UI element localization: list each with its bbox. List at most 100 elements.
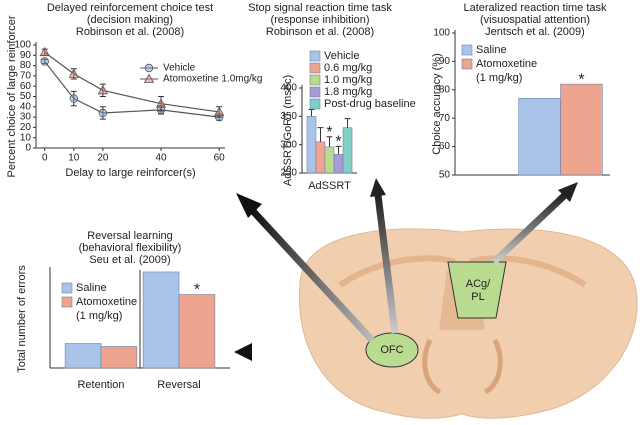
y-tick-label: 70 <box>20 71 32 82</box>
chart-subtitle: (visuospatial attention) <box>480 14 590 26</box>
chart-title: Delayed reinforcement choice test <box>47 2 213 14</box>
significance-mark: * <box>326 124 332 141</box>
corpus-callosum <box>338 255 587 288</box>
y-axis-label: AdSSRT/GoRT (msec) <box>282 75 294 186</box>
point <box>69 94 78 103</box>
y-tick-label: 50 <box>20 91 32 102</box>
point <box>39 46 50 57</box>
bar <box>333 154 344 174</box>
legend-swatch <box>61 296 73 308</box>
ventricle <box>422 338 503 395</box>
y-tick-label: 80 <box>20 60 32 71</box>
legend-swatch <box>461 58 473 70</box>
bar <box>100 346 138 369</box>
x-tick-label: 60 <box>214 153 226 164</box>
arrow <box>491 192 568 265</box>
error-bar <box>317 127 324 142</box>
chart-title: Reversal learning <box>87 230 173 242</box>
legend-label: Atomoxetine <box>476 58 537 70</box>
bar <box>178 294 216 369</box>
legend-label: Atomoxetine <box>76 296 137 308</box>
bar <box>306 116 317 174</box>
chart-title: Lateralized reaction time task <box>463 2 607 14</box>
legend-marker <box>143 73 155 83</box>
legend-label: Saline <box>76 282 107 294</box>
x-tick-label: Retention <box>77 379 124 391</box>
bar <box>560 83 603 176</box>
error-bar <box>308 109 315 117</box>
region-label: ACg/ <box>466 278 491 290</box>
legend-label: 0.6 mg/kg <box>324 62 372 74</box>
y-tick-label: 40 <box>20 101 32 112</box>
chart-subtitle: (response inhibition) <box>270 14 369 26</box>
error-bar <box>344 118 351 128</box>
y-tick-label: 20 <box>20 122 32 133</box>
legend-swatch <box>461 44 473 56</box>
y-tick-label: 250 <box>280 168 297 179</box>
bar <box>518 98 561 176</box>
legend-swatch <box>309 74 321 86</box>
significance-mark: * <box>194 282 200 299</box>
y-tick-label: 100 <box>433 28 450 39</box>
y-tick-label: 60 <box>439 141 451 152</box>
x-tick-label: AdSSRT <box>308 180 351 192</box>
arrow-head <box>370 178 386 197</box>
y-tick-label: 30 <box>20 112 32 123</box>
chart-title: Stop signal reaction time task <box>248 2 392 14</box>
arrow <box>374 194 399 334</box>
arrow-head <box>558 182 578 202</box>
legend-label: (1 mg/kg) <box>476 72 522 84</box>
y-tick-label: 50 <box>439 170 451 181</box>
y-tick-label: 350 <box>280 111 297 122</box>
bar <box>142 271 180 369</box>
x-tick-label: 40 <box>155 153 167 164</box>
arrow <box>249 207 375 343</box>
arrow-head <box>236 193 262 218</box>
chart-source: Robinson et al. (2008) <box>266 26 374 38</box>
error-bar <box>326 136 333 147</box>
significance-mark: * <box>335 134 341 151</box>
point <box>40 57 49 66</box>
y-axis-label: Choice accuracy (%) <box>431 53 443 154</box>
y-tick-label: 90 <box>439 56 451 67</box>
legend-label: Atomoxetine 1.0mg/kg <box>163 74 263 85</box>
y-axis-label: Percent choice of large reinforcer <box>6 15 18 177</box>
legend-label: 1.8 mg/kg <box>324 86 372 98</box>
y-tick-label: 400 <box>280 83 297 94</box>
projection-arrows <box>234 178 578 361</box>
legend-swatch <box>309 86 321 98</box>
bar <box>64 343 102 369</box>
chart-source: Seu et al. (2009) <box>89 254 170 266</box>
chart-source: Jentsch et al. (2009) <box>485 26 585 38</box>
chart-subtitle: (decision making) <box>87 14 173 26</box>
y-tick-label: 70 <box>439 113 451 124</box>
y-tick-label: 60 <box>20 81 32 92</box>
y-tick-label: 90 <box>20 50 32 61</box>
x-tick-label: 0 <box>42 153 48 164</box>
legend-label: (1 mg/kg) <box>76 310 122 322</box>
y-tick-label: 0 <box>25 143 31 154</box>
region-label: PL <box>471 291 484 303</box>
legend-marker <box>144 63 154 73</box>
y-axis-label: Total number of errors <box>16 265 28 373</box>
bar <box>324 146 335 174</box>
y-tick-label: 100 <box>14 40 31 51</box>
legend-swatch <box>309 98 321 110</box>
legend-swatch <box>61 282 73 294</box>
x-tick-label: Reversal <box>157 379 200 391</box>
x-axis-label: Delay to large reinforcer(s) <box>65 167 195 179</box>
legend-swatch <box>309 62 321 74</box>
acg-pl-region <box>447 261 507 319</box>
legend-label: Vehicle <box>163 63 196 74</box>
y-tick-label: 300 <box>280 139 297 150</box>
region-label: OFC <box>380 344 403 356</box>
bar <box>315 141 326 174</box>
bar <box>342 127 353 174</box>
chart-source: Robinson et al. (2008) <box>76 26 184 38</box>
x-tick-label: 10 <box>68 153 80 164</box>
legend-label: Vehicle <box>324 50 359 62</box>
legend-label: Saline <box>476 44 507 56</box>
point <box>97 85 109 95</box>
y-tick-label: 80 <box>439 84 451 95</box>
